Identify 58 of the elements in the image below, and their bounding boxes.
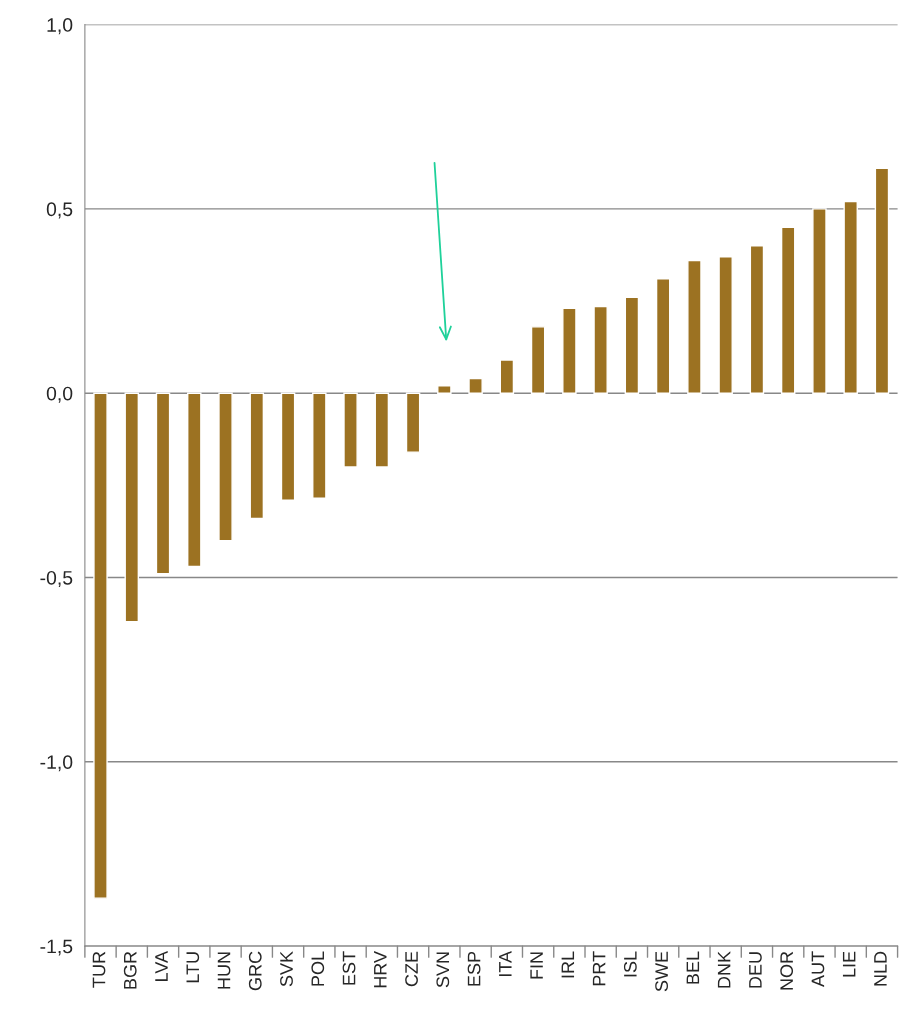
x-tick-label: IRL (561, 951, 575, 978)
bar (374, 392, 390, 468)
bar (468, 377, 483, 394)
bar (624, 296, 640, 394)
bar (249, 392, 265, 520)
bar (749, 245, 765, 394)
bar (812, 208, 827, 394)
x-tick-label: SVN (436, 952, 450, 988)
bar (843, 200, 858, 394)
x-tick-label: ESP (467, 951, 481, 986)
bar (312, 392, 327, 499)
bar (187, 392, 202, 568)
bar (155, 392, 171, 575)
x-tick-label: GRC (248, 951, 262, 991)
bar (780, 226, 796, 394)
bar (280, 392, 296, 501)
y-tick-label: 0,5 (46, 202, 73, 219)
x-tick-label: CZE (405, 951, 418, 987)
bar (718, 256, 733, 394)
x-tick-label: HUN (217, 952, 231, 989)
bar (687, 259, 702, 394)
x-tick-label: TUR (92, 951, 106, 988)
bar (562, 307, 577, 394)
x-tick-label: POL (311, 951, 325, 986)
bar (593, 305, 608, 394)
x-tick-label: NOR (780, 951, 794, 990)
bar (343, 392, 358, 468)
x-tick-label: BEL (686, 951, 700, 984)
x-tick-label: ISL (623, 951, 637, 977)
bar (530, 326, 546, 394)
x-tick-label: SWE (655, 951, 668, 992)
y-tick-label: -0,5 (40, 570, 73, 588)
x-tick-label: EST (342, 951, 356, 985)
y-tick-label: 1,0 (47, 18, 73, 35)
bar (93, 392, 108, 899)
x-tick-label: DNK (717, 951, 731, 988)
x-tick-label: PRT (592, 951, 606, 986)
x-tick-label: FIN (530, 952, 543, 979)
bar (405, 392, 421, 453)
bar (655, 278, 671, 394)
x-tick-label: ITA (499, 950, 512, 977)
x-tick-label: NLD (874, 951, 887, 986)
bar (218, 392, 233, 542)
bar (437, 385, 452, 394)
bar (124, 392, 140, 623)
x-tick-label: DEU (749, 952, 762, 988)
x-tick-label: BGR (123, 951, 137, 989)
x-tick-label: HRV (374, 951, 387, 988)
x-tick-label: SVK (280, 951, 293, 987)
x-tick-label: AUT (811, 951, 825, 988)
x-tick-label: LVA (155, 950, 168, 981)
bar (499, 359, 515, 394)
bar (874, 167, 890, 394)
y-tick-label: -1,5 (40, 939, 73, 956)
y-tick-label: 0,0 (46, 386, 73, 403)
x-tick-label: LTU (186, 952, 200, 983)
x-tick-label: LIE (842, 951, 856, 977)
y-tick-label: -1,0 (40, 755, 73, 772)
